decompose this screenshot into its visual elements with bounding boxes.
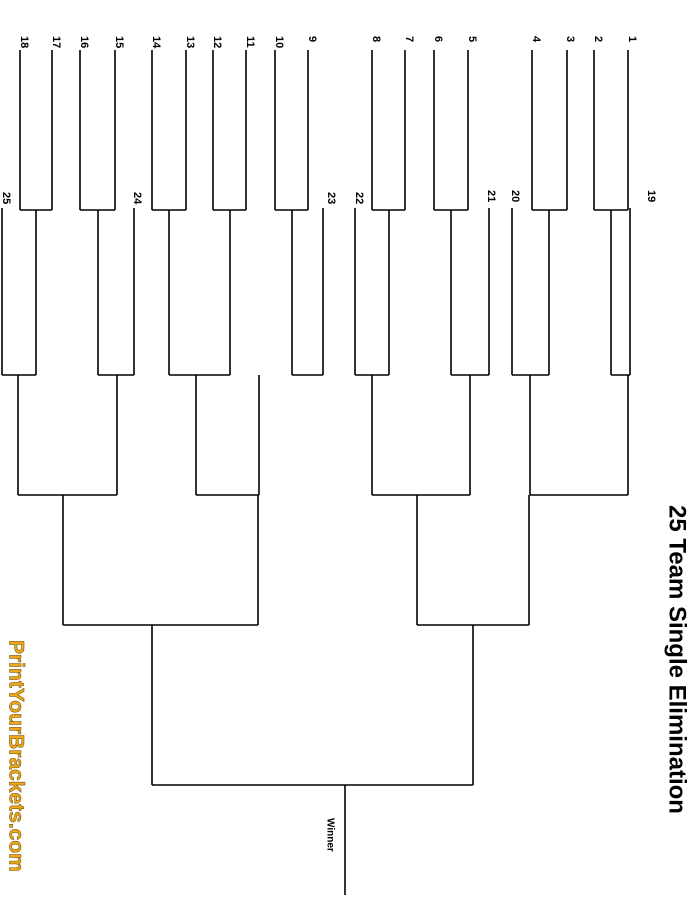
seed-label: 15 xyxy=(113,36,125,48)
winner-label: Winner xyxy=(324,818,335,852)
seed-label: 17 xyxy=(50,36,62,48)
seed-label: 6 xyxy=(432,36,444,42)
seed-label: 8 xyxy=(370,36,382,42)
seed-label: 10 xyxy=(273,36,285,48)
seed-label: 22 xyxy=(353,192,365,204)
bracket-lines xyxy=(1,50,631,895)
seed-label: 24 xyxy=(131,192,143,205)
seed-label: 12 xyxy=(211,36,223,48)
seed-label: 14 xyxy=(150,36,162,49)
seed-label: 5 xyxy=(466,36,478,42)
seed-label: 9 xyxy=(306,36,318,42)
seed-label: 25 xyxy=(0,192,12,204)
seed-label: 18 xyxy=(18,36,30,48)
seed-label: 19 xyxy=(645,190,657,202)
seed-label: 4 xyxy=(530,36,542,43)
seed-label: 13 xyxy=(184,36,196,48)
seed-labels: 1234567891011121314151617181920212223242… xyxy=(0,36,657,205)
seed-label: 21 xyxy=(485,190,497,202)
seed-label: 23 xyxy=(325,192,337,204)
seed-label: 11 xyxy=(244,36,256,48)
seed-label: 2 xyxy=(592,36,604,42)
seed-label: 7 xyxy=(403,36,415,42)
seed-label: 16 xyxy=(78,36,90,48)
title: 25 Team Single Elimination xyxy=(664,505,691,814)
seed-label: 20 xyxy=(509,190,521,202)
watermark: PrintYourBrackets.com xyxy=(4,640,27,872)
seed-label: 1 xyxy=(626,36,638,42)
seed-label: 3 xyxy=(564,36,576,42)
